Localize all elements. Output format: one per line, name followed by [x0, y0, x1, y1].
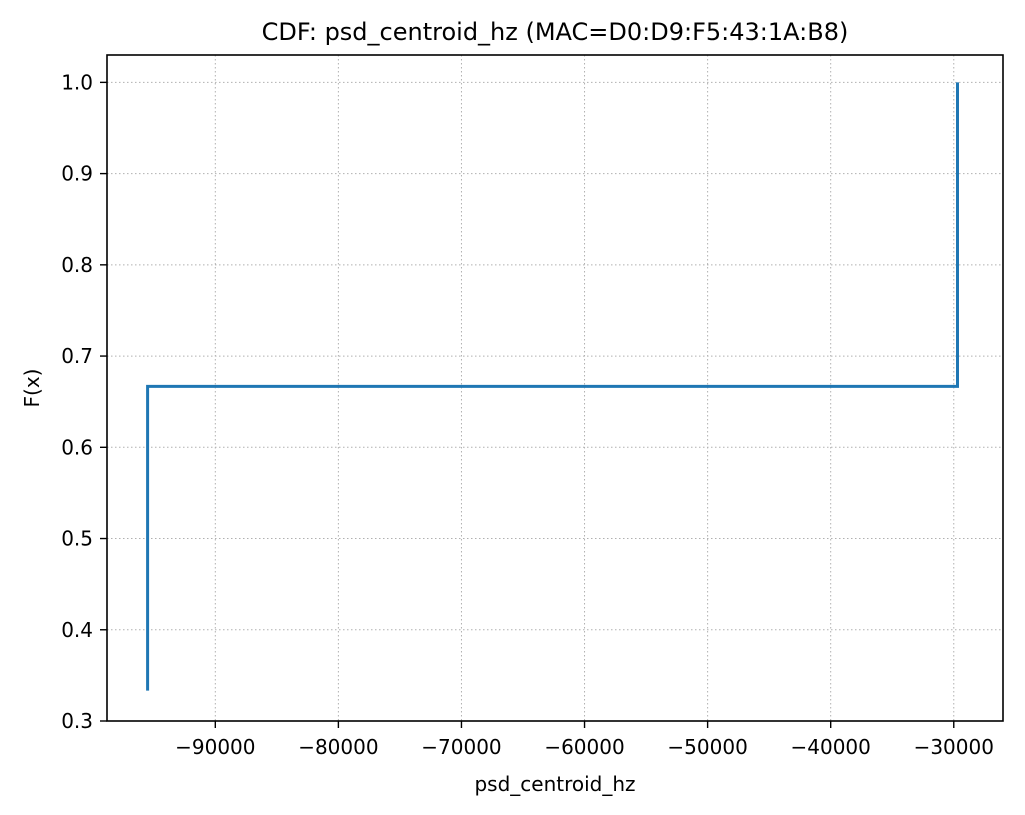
x-tick-label: −90000	[175, 735, 255, 759]
axis-ticks: −90000 −80000 −70000 −60000 −50000 −40000 −300…	[61, 70, 994, 759]
series-layer	[146, 82, 959, 691]
x-tick-label: −60000	[544, 735, 624, 759]
chart-title: CDF: psd_centroid_hz (MAC=D0:D9:F5:43:1A…	[262, 18, 849, 46]
cdf-step-line	[146, 82, 959, 691]
x-tick-label: −50000	[667, 735, 747, 759]
x-tick-label: −70000	[421, 735, 501, 759]
x-axis-title: psd_centroid_hz	[474, 772, 635, 796]
x-tick-label: −30000	[914, 735, 994, 759]
y-axis-title: F(x)	[20, 369, 44, 408]
y-tick-label: 0.3	[61, 709, 93, 733]
y-tick-label: 0.7	[61, 344, 93, 368]
plot-frame	[106, 54, 1004, 722]
y-tick-label: 0.5	[61, 527, 93, 551]
x-tick-label: −80000	[298, 735, 378, 759]
y-tick-label: 0.8	[61, 253, 93, 277]
y-tick-label: 0.4	[61, 618, 93, 642]
y-tick-label: 1.0	[61, 70, 93, 94]
grid-lines	[107, 55, 1003, 722]
y-tick-label: 0.9	[61, 162, 93, 186]
x-tick-label: −40000	[790, 735, 870, 759]
y-tick-label: 0.6	[61, 435, 93, 459]
